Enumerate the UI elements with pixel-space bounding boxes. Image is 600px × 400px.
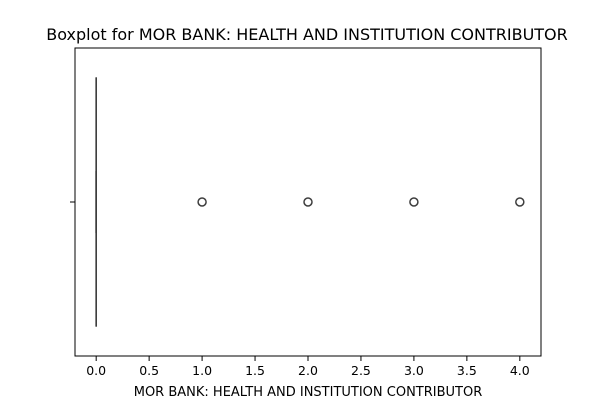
- chart-title: Boxplot for MOR BANK: HEALTH AND INSTITU…: [46, 25, 568, 44]
- x-tick-label: 2.5: [351, 363, 371, 378]
- outlier-point: [515, 197, 525, 207]
- outlier-layer: [197, 197, 525, 207]
- x-tick-label: 0.5: [139, 363, 159, 378]
- x-tick-label: 3.0: [404, 363, 424, 378]
- x-tick-label: 2.0: [298, 363, 318, 378]
- x-tick-label: 3.5: [457, 363, 477, 378]
- x-tick-label: 1.5: [245, 363, 265, 378]
- x-tick-label: 1.0: [192, 363, 212, 378]
- plot-area-frame: [74, 47, 542, 357]
- outlier-point: [303, 197, 313, 207]
- x-axis: 0.0 0.5 1.0 1.5 2.0 2.5 3.0 3.5 4.0: [86, 356, 530, 378]
- outlier-point: [197, 197, 207, 207]
- x-axis-label: MOR BANK: HEALTH AND INSTITUTION CONTRIB…: [134, 385, 483, 400]
- x-tick-label: 0.0: [86, 363, 106, 378]
- outlier-point: [409, 197, 419, 207]
- x-tick-label: 4.0: [510, 363, 530, 378]
